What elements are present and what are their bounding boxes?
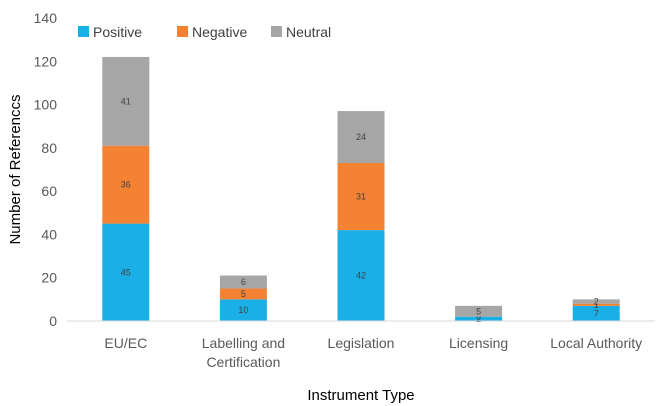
y-tick-label: 100 bbox=[34, 97, 58, 113]
bar-segment-neutral bbox=[455, 305, 503, 317]
bar-segment-positive bbox=[219, 299, 267, 321]
bar-segment-positive bbox=[102, 223, 150, 321]
bar-segment-negative bbox=[572, 303, 620, 306]
data-label-positive: 42 bbox=[356, 271, 366, 281]
data-label-positive: 45 bbox=[121, 267, 131, 277]
bar-segment-negative bbox=[102, 145, 150, 224]
data-label-neutral: 6 bbox=[241, 277, 246, 287]
bar-segment-positive bbox=[455, 316, 503, 321]
data-label-neutral: 2 bbox=[594, 297, 599, 307]
legend-swatch-neutral bbox=[271, 26, 282, 37]
y-tick-label: 60 bbox=[41, 183, 57, 199]
bar-segment-positive bbox=[337, 230, 385, 321]
bar-segment-positive bbox=[572, 305, 620, 321]
legend-label-neutral: Neutral bbox=[286, 24, 331, 40]
x-tick-label: Local Authority bbox=[550, 335, 642, 351]
x-tick-label: EU/EC bbox=[104, 335, 147, 351]
x-axis-title: Instrument Type bbox=[307, 387, 414, 404]
y-tick-label: 20 bbox=[41, 270, 57, 286]
data-label-neutral: 24 bbox=[356, 132, 366, 142]
data-label-negative: 36 bbox=[121, 180, 131, 190]
bar-segment-neutral bbox=[102, 56, 150, 146]
data-label-neutral: 5 bbox=[476, 306, 481, 316]
data-label-negative: 31 bbox=[356, 192, 366, 202]
bar-segment-negative bbox=[337, 163, 385, 231]
x-tick-label: Legislation bbox=[328, 335, 395, 351]
y-axis-title: Number of Referenccs bbox=[7, 94, 24, 244]
bar-segment-neutral bbox=[219, 275, 267, 289]
y-tick-label: 140 bbox=[34, 10, 58, 26]
y-tick-label: 80 bbox=[41, 140, 57, 156]
data-label-positive: 7 bbox=[594, 308, 599, 318]
legend: Positive Negative Neutral bbox=[78, 24, 331, 40]
legend-label-negative: Negative bbox=[192, 24, 247, 40]
data-label-positive: 2 bbox=[476, 314, 481, 324]
legend-swatch-positive bbox=[78, 26, 89, 37]
y-tick-label: 40 bbox=[41, 226, 57, 242]
y-tick-label: 0 bbox=[49, 313, 57, 329]
data-label-negative: 1 bbox=[594, 300, 599, 310]
legend-swatch-negative bbox=[177, 26, 188, 37]
data-label-positive: 10 bbox=[238, 305, 248, 315]
bar-segment-negative bbox=[219, 288, 267, 300]
legend-label-positive: Positive bbox=[93, 24, 142, 40]
bar-segment-neutral bbox=[337, 111, 385, 164]
bar-segment-neutral bbox=[572, 299, 620, 304]
y-tick-label: 120 bbox=[34, 53, 58, 69]
y-axis: 0 20 40 60 80 100 120 140 bbox=[34, 10, 58, 329]
x-tick-label: Licensing bbox=[449, 335, 508, 351]
x-tick-label: Labelling and Certification bbox=[202, 335, 285, 370]
data-label-negative: 5 bbox=[241, 289, 246, 299]
x-axis: EU/EC Labelling and Certification Legislati… bbox=[104, 335, 642, 370]
bars: 4536411056423124205712 bbox=[102, 56, 620, 324]
data-label-neutral: 41 bbox=[121, 96, 131, 106]
